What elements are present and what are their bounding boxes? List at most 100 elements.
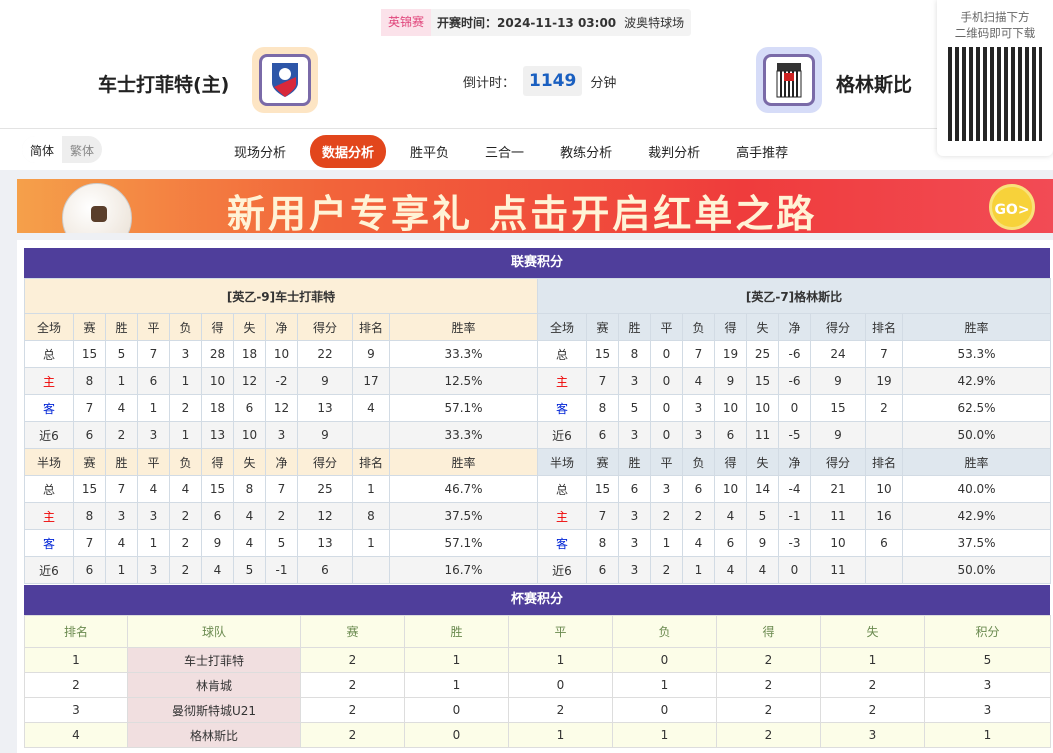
table-row: 客 7 4 1 2 18 6 12 13 4 57.1% xyxy=(24,394,538,422)
column-header: 赛 xyxy=(73,448,106,476)
tab-referee-analysis[interactable]: 裁判分析 xyxy=(648,146,701,161)
league-badge[interactable]: 英锦赛 xyxy=(381,9,432,36)
venue: 波奥特球场 xyxy=(624,16,685,30)
table-cell: 3 xyxy=(682,421,715,449)
team-cell[interactable]: 车士打菲特 xyxy=(127,647,301,673)
column-header: 排名 xyxy=(865,313,903,341)
league-standings-title: 联赛积分 xyxy=(24,248,1050,278)
table-cell: 13 xyxy=(297,529,353,557)
table-cell: 2 xyxy=(265,502,298,530)
table-cell: 1 xyxy=(508,647,613,673)
promo-banner[interactable]: 新用户专享礼 点击开启红单之路 GO> xyxy=(17,179,1053,233)
table-cell: 4 xyxy=(233,529,266,557)
table-cell: 6 xyxy=(73,421,106,449)
table-cell: 1 xyxy=(820,647,925,673)
tab-live-analysis[interactable]: 现场分析 xyxy=(234,146,287,161)
table-cell: 1 xyxy=(169,367,202,395)
table-cell: 3 xyxy=(137,421,170,449)
team-cell[interactable]: 格林斯比 xyxy=(127,722,301,748)
column-header: 负 xyxy=(169,313,202,341)
table-cell: 2 xyxy=(300,697,405,723)
table-cell: 10 xyxy=(201,367,234,395)
row-label: 客 xyxy=(537,529,587,557)
table-cell: 3 xyxy=(618,421,651,449)
table-cell: 57.1% xyxy=(389,529,538,557)
cup-row: 1 车士打菲特 2 1 1 0 2 1 5 xyxy=(24,647,1051,673)
table-cell: 2 xyxy=(716,722,821,748)
section-label: 全场 xyxy=(24,313,74,341)
home-team-name[interactable]: 车士打菲特(主) xyxy=(98,74,230,96)
table-row: 近6 6 3 0 3 6 11 -5 9 50.0% xyxy=(537,421,1052,449)
table-cell: 10 xyxy=(714,394,747,422)
table-cell xyxy=(865,421,903,449)
table-cell: 2 xyxy=(105,421,138,449)
tab-expert-picks[interactable]: 高手推荐 xyxy=(736,146,789,161)
column-header: 胜率 xyxy=(389,313,538,341)
away-team-name[interactable]: 格林斯比 xyxy=(836,74,913,96)
table-cell: 4 xyxy=(682,367,715,395)
table-cell: 1 xyxy=(24,647,128,673)
countdown-unit: 分钟 xyxy=(590,75,617,91)
table-cell: 40.0% xyxy=(901,475,1052,503)
tab-win-draw-loss[interactable]: 胜平负 xyxy=(410,146,450,161)
tab-data-analysis[interactable]: 数据分析 xyxy=(310,135,387,168)
table-cell: 3 xyxy=(137,502,170,530)
table-cell: 11 xyxy=(746,421,779,449)
column-header: 平 xyxy=(137,448,170,476)
row-label: 客 xyxy=(24,529,74,557)
table-cell: 5 xyxy=(265,529,298,557)
table-cell: 7 xyxy=(682,340,715,368)
table-cell: 0 xyxy=(650,340,683,368)
away-team-logo[interactable] xyxy=(756,47,822,113)
row-label: 近6 xyxy=(537,421,587,449)
table-cell: 1 xyxy=(612,672,717,698)
table-cell: 3 xyxy=(650,475,683,503)
traditional-button[interactable]: 繁体 xyxy=(70,144,95,158)
row-label: 主 xyxy=(24,367,74,395)
table-cell: 1 xyxy=(137,529,170,557)
table-cell: -1 xyxy=(778,502,811,530)
team-standing-name[interactable]: [英乙-7]格林斯比 xyxy=(536,278,1052,314)
table-cell: 2 xyxy=(300,672,405,698)
qr-code-icon xyxy=(948,47,1042,141)
table-cell: 12 xyxy=(297,502,353,530)
table-cell: 16.7% xyxy=(389,556,538,584)
column-header: 失 xyxy=(746,448,779,476)
team-cell[interactable]: 曼彻斯特城U21 xyxy=(127,697,301,723)
home-team-logo[interactable] xyxy=(252,47,318,113)
table-row: 主 8 3 3 2 6 4 2 12 8 37.5% xyxy=(24,502,538,530)
team-standing-name[interactable]: [英乙-9]车士打菲特 xyxy=(24,278,538,314)
table-cell: 24 xyxy=(810,340,866,368)
table-cell: 6 xyxy=(201,502,234,530)
countdown-value: 1149 xyxy=(523,66,583,96)
table-cell: 6 xyxy=(586,421,619,449)
column-header: 胜 xyxy=(105,448,138,476)
tab-three-in-one[interactable]: 三合一 xyxy=(485,146,525,161)
table-cell: 9 xyxy=(352,340,390,368)
table-cell: 2 xyxy=(716,672,821,698)
table-cell: 33.3% xyxy=(389,340,538,368)
team-cell[interactable]: 林肯城 xyxy=(127,672,301,698)
table-cell: 2 xyxy=(300,647,405,673)
table-cell: 1 xyxy=(105,556,138,584)
table-cell: 3 xyxy=(137,556,170,584)
table-cell: 1 xyxy=(404,672,509,698)
simplified-button[interactable]: 简体 xyxy=(22,136,63,163)
tab-coach-analysis[interactable]: 教练分析 xyxy=(560,146,613,161)
table-row: 主 8 1 6 1 10 12 -2 9 17 12.5% xyxy=(24,367,538,395)
table-cell: 7 xyxy=(73,394,106,422)
table-cell: 28 xyxy=(201,340,234,368)
table-cell: 10 xyxy=(810,529,866,557)
column-header: 平 xyxy=(508,615,613,648)
table-cell: 4 xyxy=(714,502,747,530)
table-cell: 8 xyxy=(586,529,619,557)
table-cell: 5 xyxy=(618,394,651,422)
table-cell: 7 xyxy=(586,502,619,530)
table-row: 客 7 4 1 2 9 4 5 13 1 57.1% xyxy=(24,529,538,557)
go-button[interactable]: GO> xyxy=(989,184,1035,230)
table-cell: 1 xyxy=(105,367,138,395)
column-header: 胜率 xyxy=(901,313,1052,341)
table-cell: 18 xyxy=(201,394,234,422)
table-cell: 6 xyxy=(586,556,619,584)
column-header: 排名 xyxy=(24,615,128,648)
